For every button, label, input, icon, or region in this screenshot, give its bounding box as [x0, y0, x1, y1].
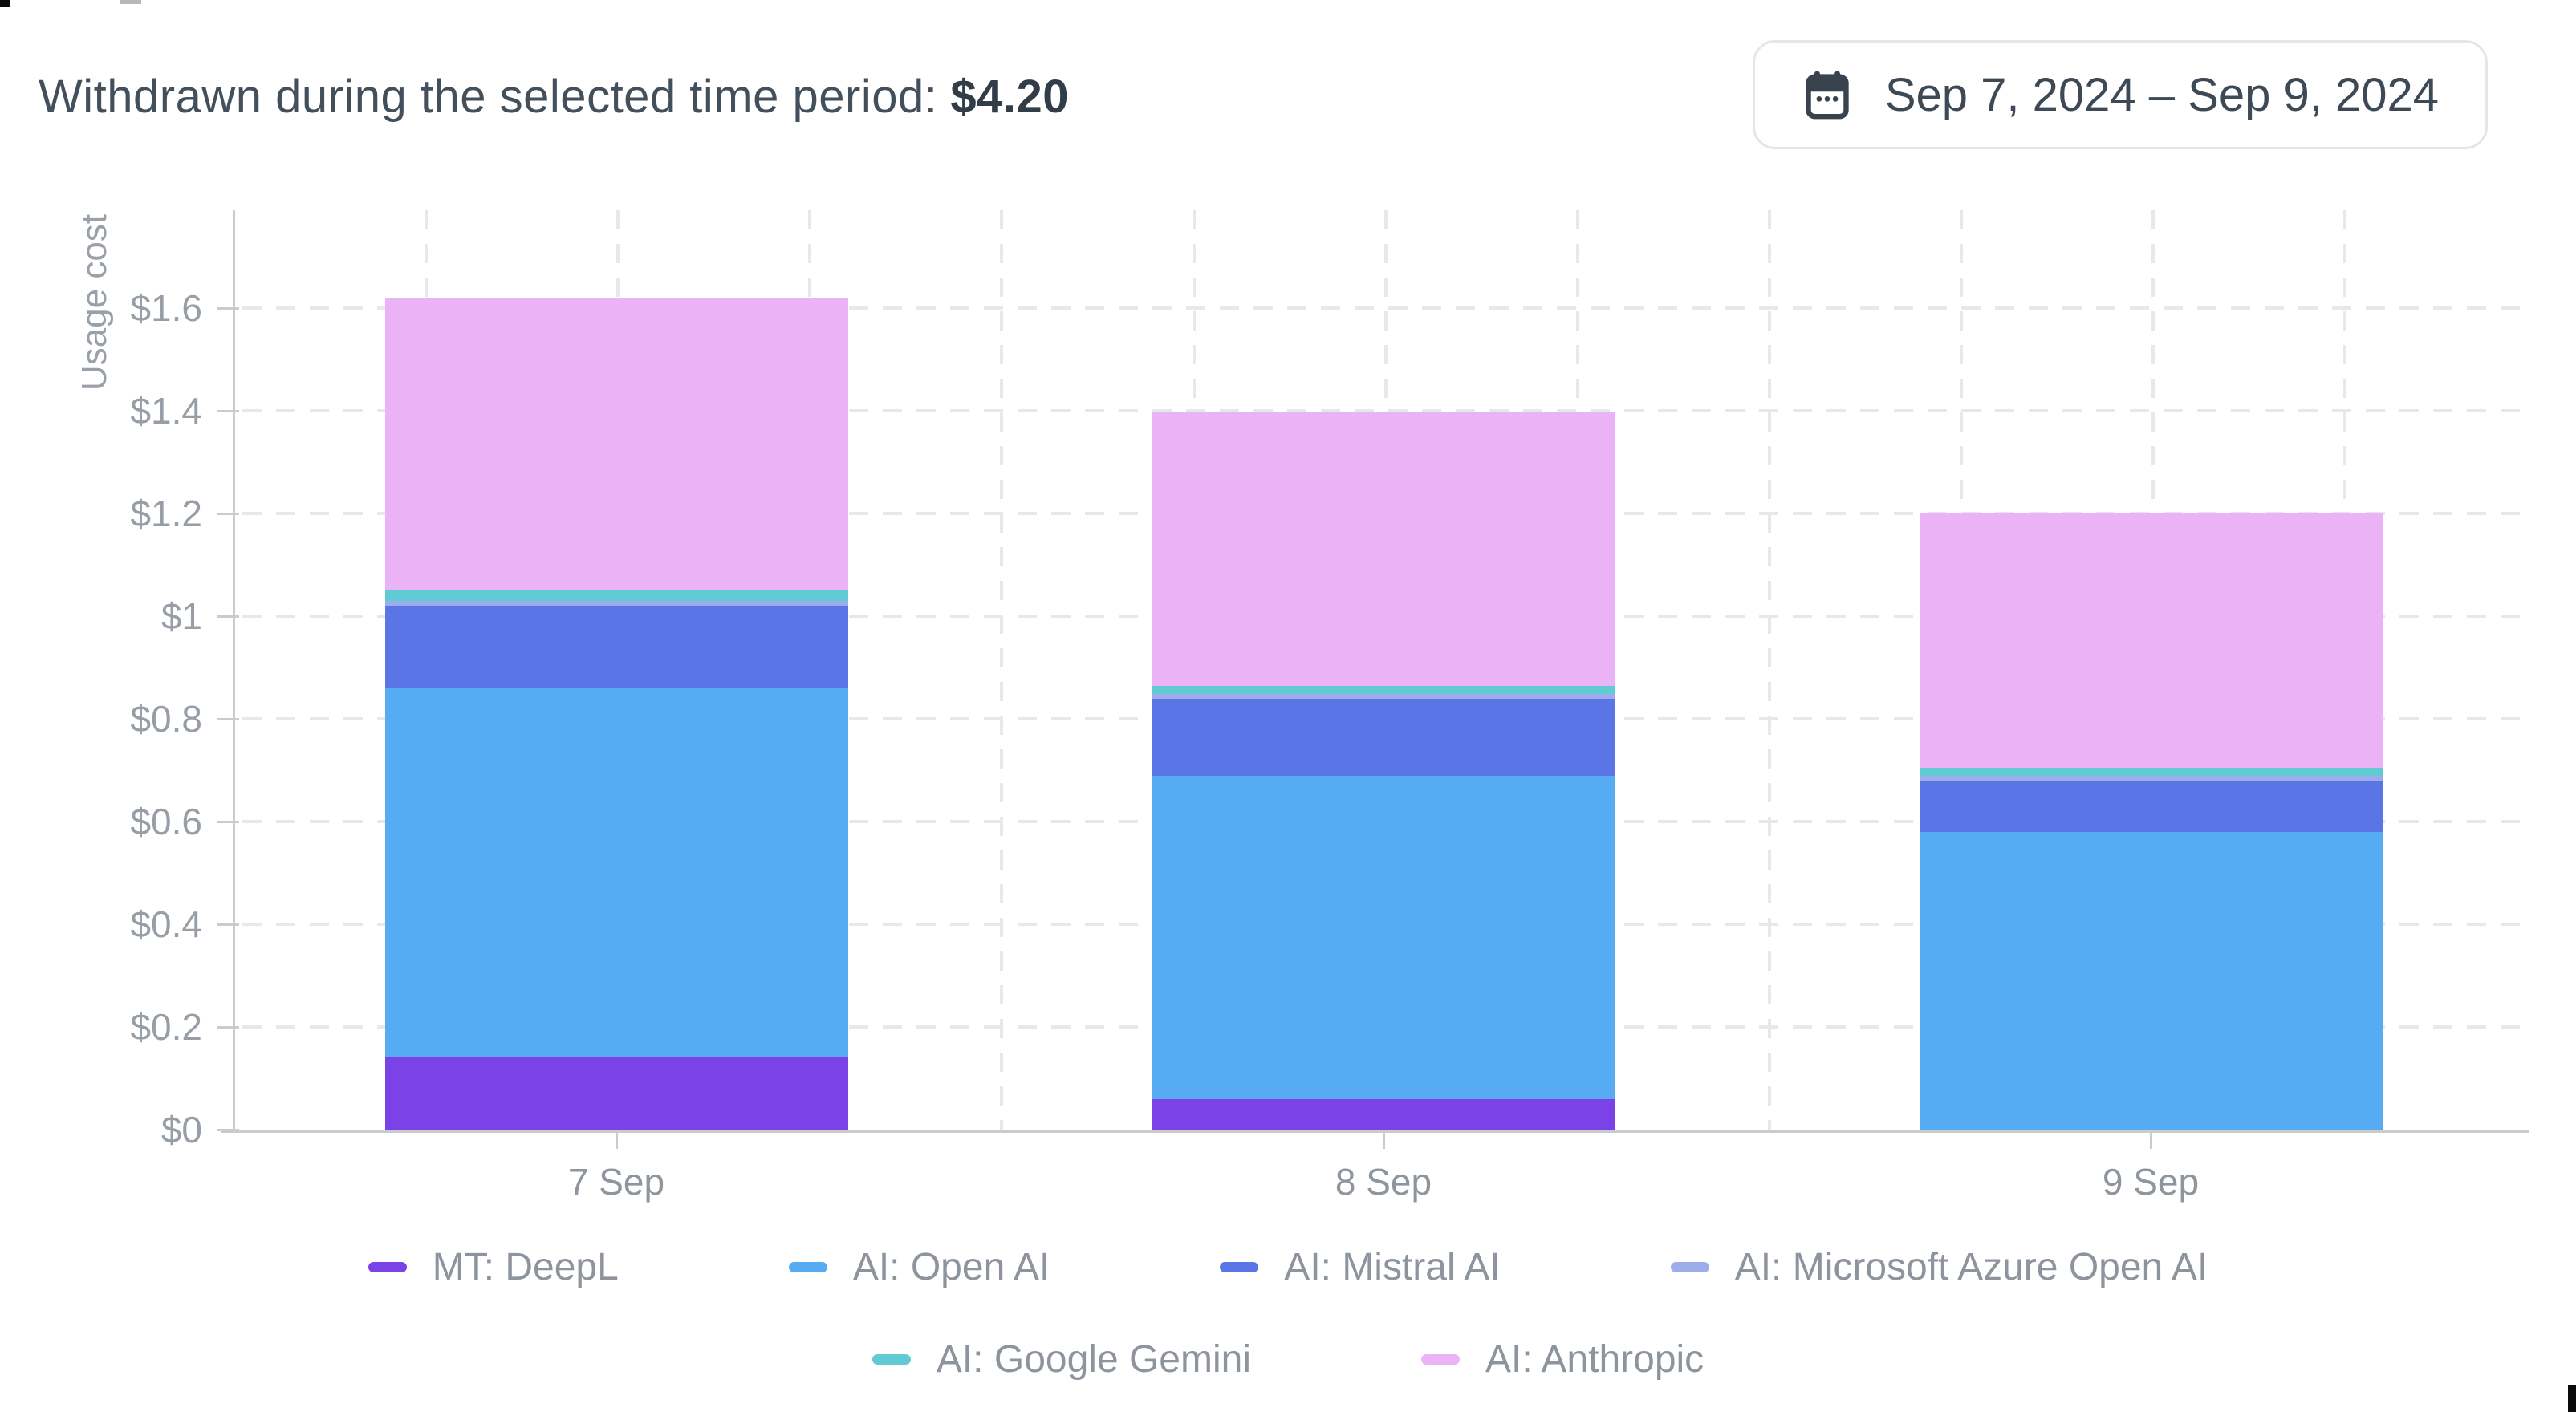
legend-item-ai-microsoft-azure-open-ai[interactable]: AI: Microsoft Azure Open AI — [1670, 1245, 2208, 1289]
x-category-label: 9 Sep — [2102, 1161, 2200, 1203]
x-tick-mark — [616, 1133, 618, 1149]
withdrawn-summary-label: Withdrawn during the selected time perio… — [39, 71, 938, 123]
y-tick-mark — [217, 718, 239, 720]
screenshot-artifact — [120, 0, 141, 4]
screenshot-artifact — [0, 0, 10, 7]
legend-swatch — [1670, 1262, 1709, 1272]
legend-item-ai-mistral-ai[interactable]: AI: Mistral AI — [1220, 1245, 1501, 1289]
legend-swatch — [1220, 1262, 1259, 1272]
gridline-vertical — [1000, 210, 1003, 1130]
legend-label: AI: Google Gemini — [936, 1338, 1252, 1381]
bar-segment-8-sep[interactable] — [1152, 694, 1615, 699]
legend-swatch — [872, 1354, 911, 1365]
legend-label: AI: Mistral AI — [1284, 1246, 1501, 1288]
legend-item-ai-anthropic[interactable]: AI: Anthropic — [1421, 1337, 1704, 1382]
bar-segment-9-sep[interactable] — [1920, 832, 2383, 1130]
legend-label: MT: DeepL — [432, 1246, 619, 1288]
y-tick-label: $0.6 — [130, 801, 202, 842]
withdrawn-summary: Withdrawn during the selected time perio… — [39, 69, 1069, 125]
x-category-label: 8 Sep — [1335, 1161, 1432, 1203]
bar-segment-7-sep[interactable] — [385, 601, 848, 606]
calendar-icon — [1806, 71, 1849, 120]
x-category-label: 7 Sep — [567, 1161, 665, 1203]
bar-segment-8-sep[interactable] — [1152, 1099, 1615, 1130]
bar-segment-7-sep[interactable] — [385, 1057, 848, 1130]
y-tick-mark — [217, 615, 239, 618]
bar-segment-9-sep[interactable] — [1920, 781, 2383, 832]
screenshot-artifact — [2568, 1385, 2576, 1412]
bar-segment-9-sep[interactable] — [1920, 768, 2383, 776]
y-tick-label: $0.8 — [130, 698, 202, 740]
legend-row: MT: DeepL AI: Open AI AI: Mistral AI AI: Mi… — [368, 1245, 2208, 1289]
gridline-vertical — [1768, 210, 1771, 1130]
bar-segment-8-sep[interactable] — [1152, 686, 1615, 694]
y-tick-label: $0.2 — [130, 1006, 202, 1048]
bar-segment-8-sep[interactable] — [1152, 776, 1615, 1099]
date-range-button[interactable]: Sep 7, 2024 – Sep 9, 2024 — [1752, 40, 2488, 149]
y-tick-mark — [217, 513, 239, 515]
y-tick-mark — [217, 821, 239, 823]
bar-segment-9-sep[interactable] — [1920, 776, 2383, 781]
y-tick-label: $0.4 — [130, 903, 202, 945]
y-tick-mark — [217, 923, 239, 926]
x-tick-mark — [1383, 1133, 1385, 1149]
y-tick-label: $0 — [160, 1109, 202, 1150]
y-tick-label: $1.4 — [130, 390, 202, 432]
legend-item-ai-open-ai[interactable]: AI: Open AI — [788, 1245, 1050, 1289]
gridline-horizontal — [242, 306, 2528, 310]
bar-segment-7-sep[interactable] — [385, 606, 848, 688]
legend-item-ai-google-gemini[interactable]: AI: Google Gemini — [872, 1337, 1251, 1382]
y-tick-label: $1.2 — [130, 493, 202, 534]
y-axis-line — [233, 210, 235, 1130]
x-tick-mark — [2150, 1133, 2152, 1149]
withdrawn-amount: $4.20 — [950, 71, 1069, 123]
y-tick-label: $1.6 — [130, 287, 202, 329]
chart-legend: MT: DeepL AI: Open AI AI: Mistral AI AI: Mi… — [0, 1245, 2576, 1382]
bar-segment-8-sep[interactable] — [1152, 699, 1615, 776]
bar-segment-7-sep[interactable] — [385, 688, 848, 1057]
legend-swatch — [368, 1262, 407, 1272]
y-tick-mark — [217, 410, 239, 412]
bar-segment-9-sep[interactable] — [1920, 513, 2383, 768]
legend-row: AI: Google Gemini AI: Anthropic — [872, 1337, 1704, 1382]
bar-segment-7-sep[interactable] — [385, 590, 848, 601]
legend-label: AI: Anthropic — [1485, 1338, 1704, 1381]
y-tick-mark — [217, 307, 239, 310]
y-tick-mark — [217, 1026, 239, 1029]
y-tick-label: $1 — [160, 595, 202, 637]
bar-segment-8-sep[interactable] — [1152, 412, 1615, 686]
legend-item-mt-deepl[interactable]: MT: DeepL — [368, 1245, 619, 1289]
x-axis-line — [221, 1130, 2529, 1133]
legend-label: AI: Microsoft Azure Open AI — [1734, 1246, 2208, 1288]
legend-swatch — [1421, 1354, 1461, 1365]
gridline-horizontal — [242, 409, 2528, 412]
legend-label: AI: Open AI — [852, 1246, 1050, 1288]
legend-swatch — [788, 1262, 827, 1272]
bar-segment-7-sep[interactable] — [385, 298, 848, 590]
date-range-label: Sep 7, 2024 – Sep 9, 2024 — [1884, 68, 2439, 121]
